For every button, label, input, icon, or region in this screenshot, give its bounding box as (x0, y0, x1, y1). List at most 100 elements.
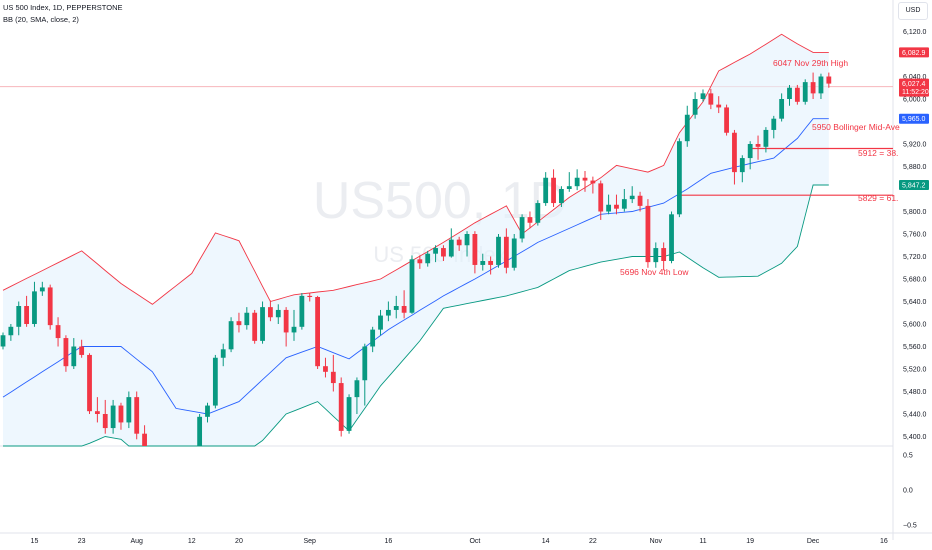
candle[interactable] (645, 199, 651, 268)
candle[interactable] (441, 245, 446, 261)
candle[interactable] (32, 281, 37, 327)
candle[interactable] (87, 353, 92, 414)
candle[interactable] (409, 255, 415, 314)
candle[interactable] (102, 399, 108, 434)
annotation-label[interactable]: 6047 Nov 29th High (773, 58, 848, 68)
candle[interactable] (338, 377, 344, 437)
candle[interactable] (94, 397, 100, 423)
candle[interactable] (110, 399, 116, 434)
candle[interactable] (488, 256, 494, 275)
candle[interactable] (0, 332, 6, 350)
candle[interactable] (393, 295, 399, 319)
candle[interactable] (71, 338, 77, 369)
candle[interactable] (307, 293, 313, 302)
candle[interactable] (268, 300, 273, 322)
candle[interactable] (810, 72, 816, 99)
candle[interactable] (732, 129, 737, 185)
candle[interactable] (260, 301, 265, 344)
candle[interactable] (779, 93, 785, 122)
candle[interactable] (323, 357, 328, 378)
candle[interactable] (496, 234, 501, 268)
candle[interactable] (669, 211, 674, 264)
candle[interactable] (24, 295, 29, 327)
candle[interactable] (606, 194, 612, 215)
candle[interactable] (519, 214, 525, 243)
candle[interactable] (291, 309, 297, 341)
candle[interactable] (574, 169, 580, 191)
candle[interactable] (134, 391, 140, 440)
candle[interactable] (378, 309, 383, 336)
candle[interactable] (653, 242, 659, 268)
annotation-label[interactable]: 5829 = 61. (858, 193, 898, 203)
candle[interactable] (362, 343, 368, 406)
candle[interactable] (818, 73, 824, 99)
candle[interactable] (330, 354, 336, 392)
candle[interactable] (464, 231, 470, 257)
candle[interactable] (543, 172, 549, 206)
candle[interactable] (126, 391, 132, 429)
candle[interactable] (205, 402, 210, 423)
candle[interactable] (826, 72, 832, 88)
candle[interactable] (763, 127, 769, 153)
candle[interactable] (55, 317, 61, 347)
candle[interactable] (559, 186, 564, 207)
candle[interactable] (566, 172, 572, 192)
candle[interactable] (354, 377, 360, 414)
candle[interactable] (794, 84, 800, 105)
candle[interactable] (700, 89, 706, 102)
candle[interactable] (8, 324, 14, 341)
candle[interactable] (551, 169, 556, 207)
candle[interactable] (236, 312, 242, 333)
candle[interactable] (212, 354, 218, 409)
candle[interactable] (299, 293, 305, 330)
candle[interactable] (582, 171, 588, 192)
candle[interactable] (629, 186, 635, 204)
candle[interactable] (684, 105, 690, 147)
indicator-legend[interactable]: BB (20, SMA, close, 2) (3, 15, 79, 24)
currency-button[interactable]: USD (898, 2, 928, 20)
candle[interactable] (708, 88, 714, 110)
candle[interactable] (511, 234, 517, 271)
candle[interactable] (228, 317, 234, 353)
annotation-label[interactable]: 5950 Bollinger Mid-Ave (812, 122, 900, 132)
candle[interactable] (621, 189, 627, 212)
candle[interactable] (739, 155, 745, 183)
candle[interactable] (614, 194, 619, 215)
candle[interactable] (448, 228, 454, 258)
candle[interactable] (716, 96, 722, 114)
candle[interactable] (527, 211, 533, 229)
candle[interactable] (590, 176, 596, 194)
candle[interactable] (197, 414, 203, 446)
candle[interactable] (346, 394, 352, 434)
candle[interactable] (142, 425, 147, 446)
candle[interactable] (220, 343, 226, 367)
candle[interactable] (79, 339, 85, 358)
candle[interactable] (802, 79, 808, 105)
candle[interactable] (676, 138, 682, 218)
candle[interactable] (417, 255, 423, 269)
candle[interactable] (598, 180, 604, 220)
candle[interactable] (771, 115, 777, 139)
annotation-label[interactable]: 5912 = 38. (858, 148, 898, 158)
candle[interactable] (456, 236, 462, 251)
candle[interactable] (503, 228, 509, 274)
candle[interactable] (747, 141, 753, 170)
candle[interactable] (47, 284, 53, 330)
candle[interactable] (425, 250, 431, 267)
candle[interactable] (385, 301, 391, 322)
candle[interactable] (787, 84, 792, 106)
candle[interactable] (480, 253, 486, 271)
candle[interactable] (535, 200, 541, 226)
candle[interactable] (244, 307, 250, 330)
candle[interactable] (472, 231, 478, 274)
candle[interactable] (724, 104, 729, 136)
candle[interactable] (315, 295, 320, 369)
candle[interactable] (433, 245, 438, 263)
candle[interactable] (755, 135, 761, 160)
candle[interactable] (370, 326, 376, 353)
candle[interactable] (283, 307, 289, 347)
candle[interactable] (637, 191, 643, 212)
candle[interactable] (39, 281, 45, 296)
candle[interactable] (252, 309, 258, 344)
